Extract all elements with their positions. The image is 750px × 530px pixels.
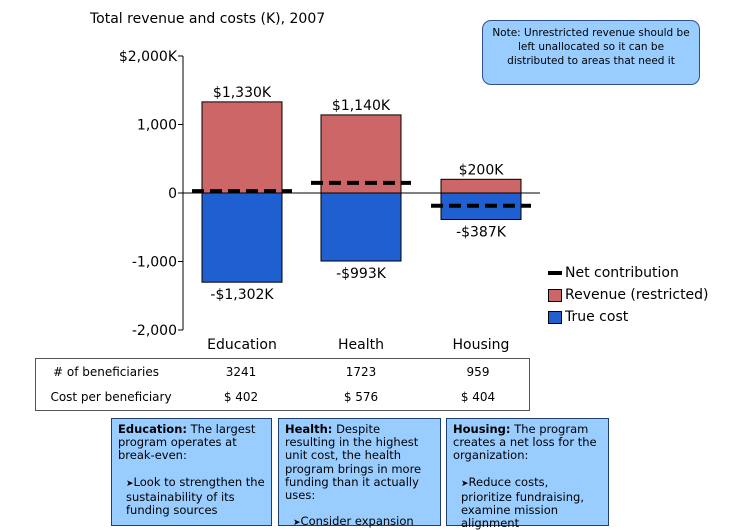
table-cell: $ 576 [343,390,379,404]
revenue-bar [201,101,283,194]
bullet-arrow-icon: ➤ [126,478,134,489]
beneficiary-table: # of beneficiaries 3241 1723 959 Cost pe… [35,358,530,411]
box-text: The program creates a net loss for the o… [453,422,597,463]
legend: Net contribution Revenue (restricted) Tr… [548,262,709,328]
bullet-text: Consider expansion [300,514,414,529]
row-label: # of beneficiaries [53,365,159,379]
revenue-data-label: $1,330K [213,85,272,101]
table-row: Cost per beneficiary $ 402 $ 576 $ 404 [36,390,529,408]
insight-box-education: Education: The largest program operates … [111,418,272,526]
box-text: The largest program operates at break-ev… [118,422,256,463]
y-tick-label: 1,000 [137,118,177,134]
note-callout: Note: Unrestricted revenue should be lef… [482,20,700,85]
category-label: Education [207,337,277,353]
box-title: Education: [118,422,187,436]
y-tick-label: 0 [168,186,177,202]
bullet-text: Look to strengthen the sustainability of… [126,474,265,518]
legend-item-true-cost: True cost [548,306,709,328]
row-label: Cost per beneficiary [50,390,172,404]
legend-swatch-icon [548,288,562,302]
box-text: Despite resulting in the highest unit co… [285,422,422,503]
table-cell: 959 [466,365,490,379]
revenue-data-label: $1,140K [332,98,391,114]
cost-data-label: -$993K [336,266,387,282]
box-title: Health: [285,422,333,436]
legend-item-revenue: Revenue (restricted) [548,284,709,306]
box-bullet: ➤Reduce costs, prioritize fundraising, e… [453,474,602,530]
table-cell: $ 404 [460,390,496,404]
cost-bar [320,192,402,262]
insight-box-housing: Housing: The program creates a net loss … [446,418,609,530]
table-cell: 3241 [225,365,257,379]
y-tick-label: -1,000 [132,255,177,271]
legend-label: True cost [565,309,629,325]
bullet-arrow-icon: ➤ [461,478,469,489]
revenue-data-label: $200K [459,162,505,178]
legend-dash-icon [548,271,562,275]
box-bullet: ➤Consider expansion [285,515,434,530]
cost-data-label: -$1,302K [210,287,274,303]
cost-bar [201,192,283,283]
box-title: Housing: [453,422,511,436]
table-row: # of beneficiaries 3241 1723 959 [36,365,529,383]
table-cell: 1723 [345,365,377,379]
category-label: Health [338,337,384,353]
legend-label: Revenue (restricted) [565,287,709,303]
revenue-bar [440,178,522,194]
chart-title: Total revenue and costs (K), 2007 [90,11,326,27]
category-label: Housing [453,337,510,353]
revenue-bar [320,114,402,194]
insight-box-health: Health: Despite resulting in the highest… [278,418,441,528]
bullet-arrow-icon: ➤ [293,518,301,529]
legend-swatch-icon [548,310,562,324]
y-tick-label: $2,000K [119,49,178,65]
bullet-text: Reduce costs, prioritize fundraising, ex… [461,474,584,530]
box-bullet: ➤Look to strengthen the sustainability o… [118,474,265,518]
y-tick-label: -2,000 [132,323,177,339]
table-cell: $ 402 [223,390,259,404]
cost-data-label: -$387K [456,225,507,241]
legend-label: Net contribution [565,265,679,281]
legend-item-net-contribution: Net contribution [548,262,709,284]
